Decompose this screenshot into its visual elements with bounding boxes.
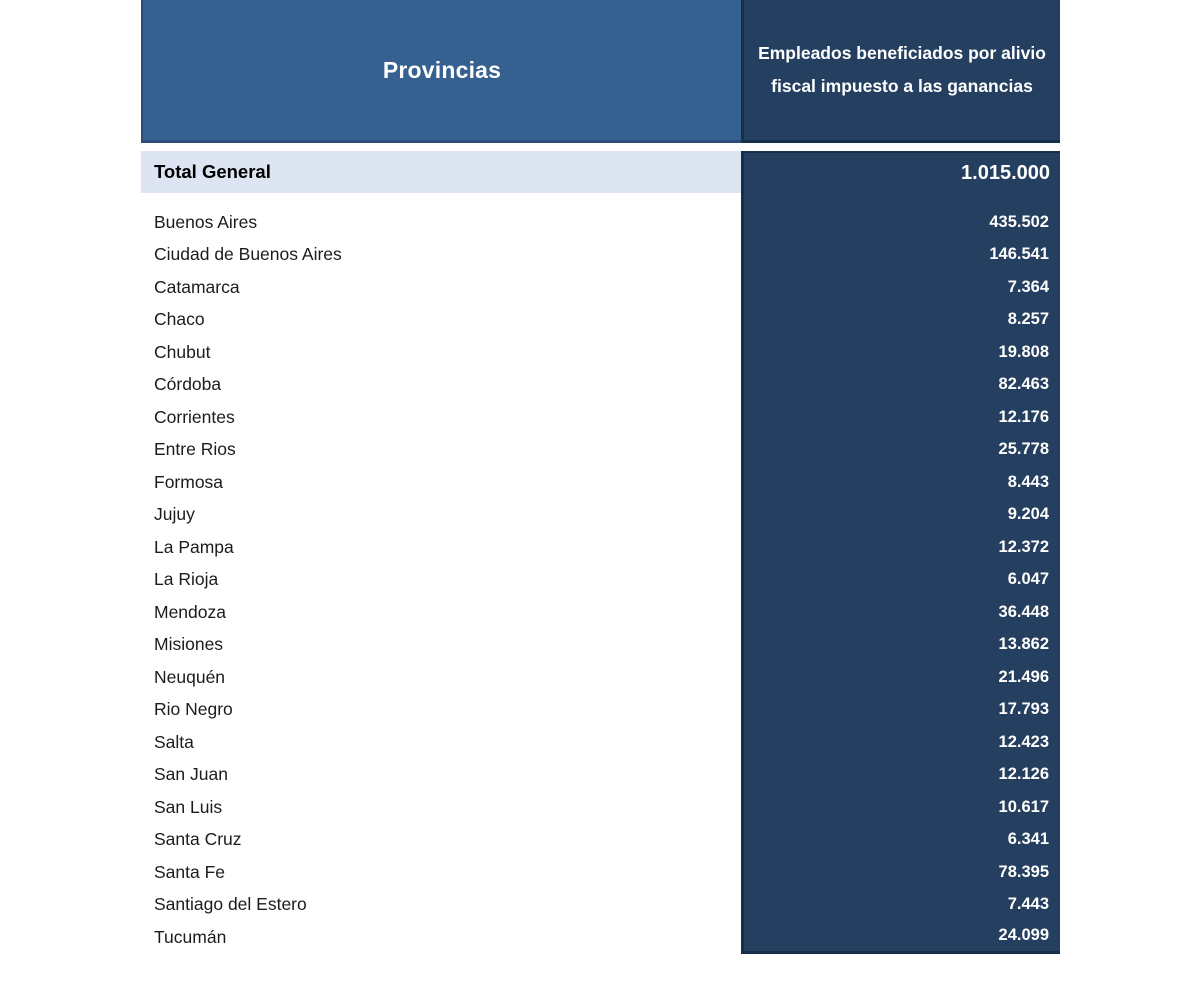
province-name: Santa Fe (141, 856, 741, 889)
province-value: 12.126 (741, 758, 1060, 791)
table-row: Misiones 13.862 (141, 628, 1060, 661)
total-label: Total General (141, 151, 741, 193)
province-value: 21.496 (741, 661, 1060, 694)
province-value: 36.448 (741, 596, 1060, 629)
province-name: Buenos Aires (141, 206, 741, 239)
province-value: 7.443 (741, 888, 1060, 921)
province-value: 19.808 (741, 336, 1060, 369)
province-name: Corrientes (141, 401, 741, 434)
province-name: Salta (141, 726, 741, 759)
provinces-table: Provincias Empleados beneficiados por al… (141, 0, 1060, 954)
table-row: Formosa 8.443 (141, 466, 1060, 499)
province-name: La Pampa (141, 531, 741, 564)
table-row: La Rioja 6.047 (141, 563, 1060, 596)
table-row: La Pampa 12.372 (141, 531, 1060, 564)
province-name: Tucumán (141, 921, 741, 954)
province-value: 82.463 (741, 368, 1060, 401)
province-value: 435.502 (741, 206, 1060, 239)
table-row: Santa Cruz 6.341 (141, 823, 1060, 856)
province-value: 78.395 (741, 856, 1060, 889)
province-name: Santa Cruz (141, 823, 741, 856)
table-row: Buenos Aires 435.502 (141, 206, 1060, 239)
province-name: San Luis (141, 791, 741, 824)
province-value: 8.443 (741, 466, 1060, 499)
province-name: Entre Rios (141, 433, 741, 466)
province-name: Mendoza (141, 596, 741, 629)
table-row: Jujuy 9.204 (141, 498, 1060, 531)
table-row: San Juan 12.126 (141, 758, 1060, 791)
province-value: 12.372 (741, 531, 1060, 564)
province-value: 17.793 (741, 693, 1060, 726)
header-body-gap (141, 143, 1060, 151)
table-row: Salta 12.423 (141, 726, 1060, 759)
table-header-row: Provincias Empleados beneficiados por al… (141, 0, 1060, 143)
province-value: 13.862 (741, 628, 1060, 661)
province-name: Rio Negro (141, 693, 741, 726)
province-name: La Rioja (141, 563, 741, 596)
province-name: Chubut (141, 336, 741, 369)
table-row: Rio Negro 17.793 (141, 693, 1060, 726)
province-value: 12.176 (741, 401, 1060, 434)
table-row: Santa Fe 78.395 (141, 856, 1060, 889)
table-row: Tucumán 24.099 (141, 921, 1060, 954)
province-name: Córdoba (141, 368, 741, 401)
total-row: Total General 1.015.000 (141, 151, 1060, 193)
province-value: 12.423 (741, 726, 1060, 759)
header-empleados-beneficiados: Empleados beneficiados por alivio fiscal… (741, 0, 1060, 143)
province-value: 6.341 (741, 823, 1060, 856)
table-row: Santiago del Estero 7.443 (141, 888, 1060, 921)
province-name: Santiago del Estero (141, 888, 741, 921)
table-row: Neuquén 21.496 (141, 661, 1060, 694)
province-name: Jujuy (141, 498, 741, 531)
table-row: Catamarca 7.364 (141, 271, 1060, 304)
province-value: 24.099 (741, 921, 1060, 954)
province-name: Neuquén (141, 661, 741, 694)
total-value: 1.015.000 (741, 151, 1060, 193)
province-name: Catamarca (141, 271, 741, 304)
province-value: 146.541 (741, 238, 1060, 271)
table-row: Chubut 19.808 (141, 336, 1060, 369)
province-name: Misiones (141, 628, 741, 661)
province-value: 9.204 (741, 498, 1060, 531)
province-value: 7.364 (741, 271, 1060, 304)
table-row: Chaco 8.257 (141, 303, 1060, 336)
table-row: Córdoba 82.463 (141, 368, 1060, 401)
province-value: 10.617 (741, 791, 1060, 824)
header-provincias: Provincias (141, 0, 741, 143)
table-row: San Luis 10.617 (141, 791, 1060, 824)
table-row: Mendoza 36.448 (141, 596, 1060, 629)
province-value: 25.778 (741, 433, 1060, 466)
province-value: 8.257 (741, 303, 1060, 336)
province-name: San Juan (141, 758, 741, 791)
table-row: Corrientes 12.176 (141, 401, 1060, 434)
table-row: Ciudad de Buenos Aires 146.541 (141, 238, 1060, 271)
province-name: Ciudad de Buenos Aires (141, 238, 741, 271)
province-name: Chaco (141, 303, 741, 336)
province-value: 6.047 (741, 563, 1060, 596)
province-name: Formosa (141, 466, 741, 499)
table-body: Buenos Aires 435.502 Ciudad de Buenos Aire… (141, 206, 1060, 954)
table-row: Entre Rios 25.778 (141, 433, 1060, 466)
total-body-spacer (141, 193, 1060, 206)
